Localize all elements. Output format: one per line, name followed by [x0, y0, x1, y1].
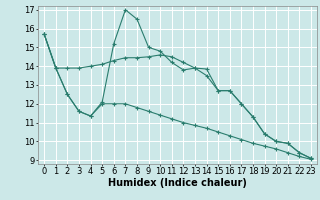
X-axis label: Humidex (Indice chaleur): Humidex (Indice chaleur) — [108, 178, 247, 188]
